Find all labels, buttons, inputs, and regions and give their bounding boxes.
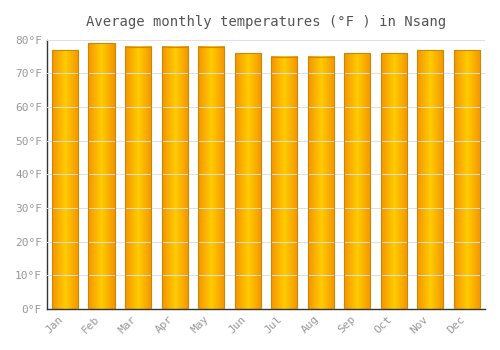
Bar <box>198 47 224 309</box>
Bar <box>234 53 261 309</box>
Bar <box>271 57 297 309</box>
Bar <box>162 47 188 309</box>
Bar <box>125 47 152 309</box>
Bar <box>52 50 78 309</box>
Bar <box>308 57 334 309</box>
Title: Average monthly temperatures (°F ) in Nsang: Average monthly temperatures (°F ) in Ns… <box>86 15 446 29</box>
Bar <box>344 53 370 309</box>
Bar <box>88 43 115 309</box>
Bar <box>380 53 407 309</box>
Bar <box>454 50 480 309</box>
Bar <box>417 50 444 309</box>
